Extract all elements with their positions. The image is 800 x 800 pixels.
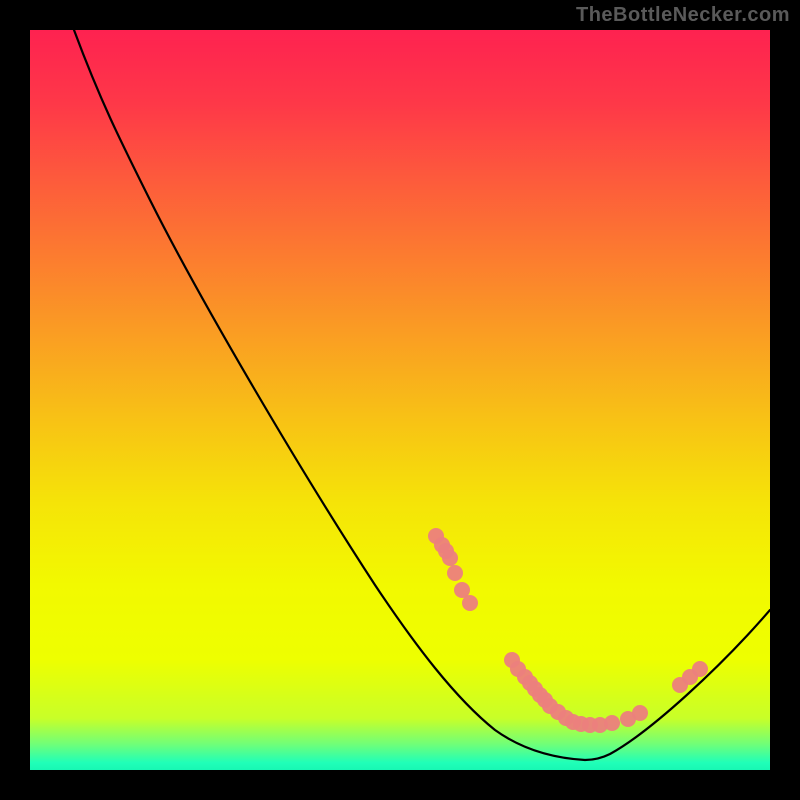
outer-frame: TheBottleNecker.com (0, 0, 800, 800)
data-marker (632, 705, 648, 721)
data-marker (692, 661, 708, 677)
data-marker (442, 550, 458, 566)
watermark-label: TheBottleNecker.com (576, 4, 790, 27)
data-marker (462, 595, 478, 611)
plot-area (30, 30, 770, 770)
gradient-background (30, 30, 770, 770)
data-marker (447, 565, 463, 581)
chart-svg (30, 30, 770, 770)
data-marker (604, 715, 620, 731)
